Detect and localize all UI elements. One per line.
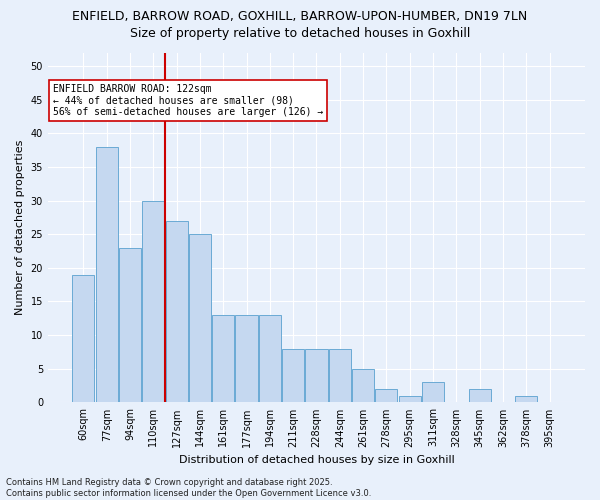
Bar (235, 315, 257, 402)
Bar (515, 396, 537, 402)
X-axis label: Distribution of detached houses by size in Goxhill: Distribution of detached houses by size … (179, 455, 454, 465)
Text: Contains HM Land Registry data © Crown copyright and database right 2025.
Contai: Contains HM Land Registry data © Crown c… (6, 478, 371, 498)
Bar (422, 382, 444, 402)
Bar (329, 348, 351, 403)
Text: ENFIELD BARROW ROAD: 122sqm
← 44% of detached houses are smaller (98)
56% of sem: ENFIELD BARROW ROAD: 122sqm ← 44% of det… (53, 84, 323, 117)
Bar (119, 248, 141, 402)
Bar (73, 274, 94, 402)
Text: ENFIELD, BARROW ROAD, GOXHILL, BARROW-UPON-HUMBER, DN19 7LN: ENFIELD, BARROW ROAD, GOXHILL, BARROW-UP… (73, 10, 527, 23)
Bar (189, 234, 211, 402)
Bar (259, 315, 281, 402)
Bar (142, 200, 164, 402)
Bar (376, 389, 397, 402)
Bar (469, 389, 491, 402)
Y-axis label: Number of detached properties: Number of detached properties (15, 140, 25, 315)
Bar (212, 315, 235, 402)
Bar (95, 146, 118, 402)
Bar (352, 369, 374, 402)
Bar (305, 348, 328, 403)
Bar (398, 396, 421, 402)
Text: Size of property relative to detached houses in Goxhill: Size of property relative to detached ho… (130, 28, 470, 40)
Bar (282, 348, 304, 403)
Bar (166, 220, 188, 402)
